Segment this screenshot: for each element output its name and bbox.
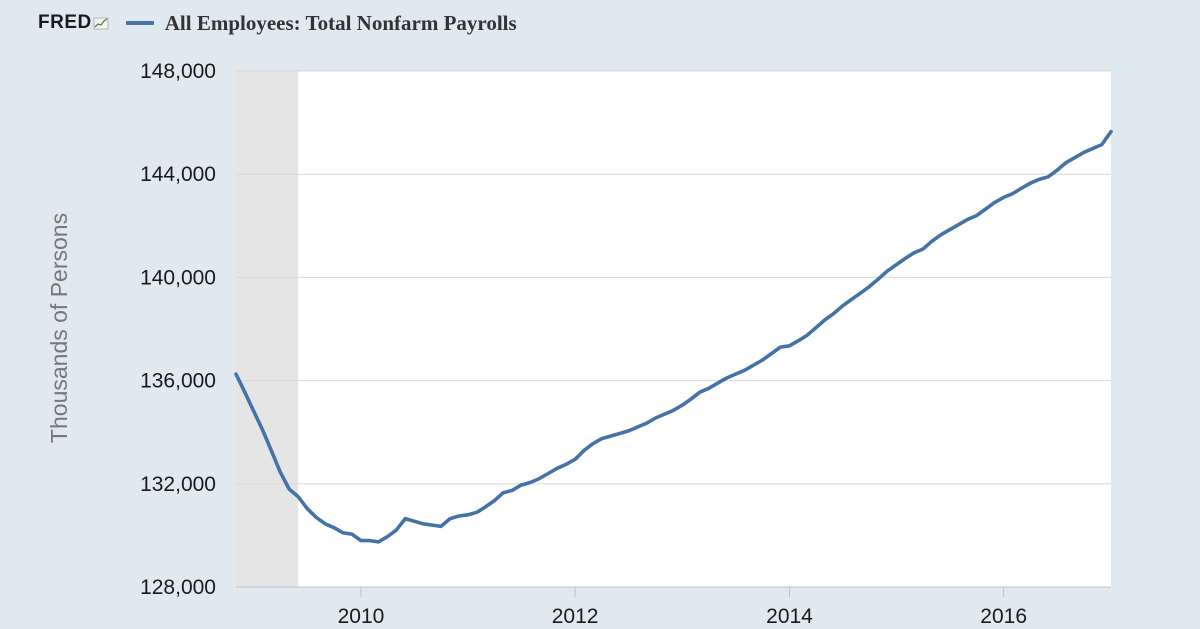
x-tick-label: 2012: [552, 605, 599, 628]
y-tick-label: 144,000: [140, 163, 216, 186]
series-line-total-nonfarm-payrolls: [234, 129, 1113, 544]
fred-logo-text: FRED: [38, 12, 92, 33]
x-tick-label: 2010: [338, 605, 385, 628]
legend-series-label: All Employees: Total Nonfarm Payrolls: [164, 10, 517, 35]
fred-logo-graph-icon: [93, 17, 109, 30]
legend[interactable]: All Employees: Total Nonfarm Payrolls: [125, 10, 517, 36]
y-tick-label: 132,000: [140, 473, 216, 496]
plot-background: [236, 71, 1111, 587]
chart-header: FRED All Employees: Total Nonfarm Payrol…: [38, 6, 517, 40]
y-tick-label: 128,000: [140, 576, 216, 599]
x-tick-label: 2016: [980, 605, 1027, 628]
y-tick-label: 136,000: [140, 370, 216, 393]
plot-area: 128,000 132,000 136,000 140,000 144,000 148,0…: [140, 60, 1113, 628]
x-tick-label: 2014: [766, 605, 813, 628]
fred-logo[interactable]: FRED: [38, 12, 109, 34]
y-axis-label: Thousands of Persons: [46, 213, 72, 443]
y-tick-label: 140,000: [140, 266, 216, 289]
recession-shade: [236, 71, 299, 587]
y-tick-label: 148,000: [140, 60, 216, 83]
legend-series-swatch: [125, 21, 154, 25]
